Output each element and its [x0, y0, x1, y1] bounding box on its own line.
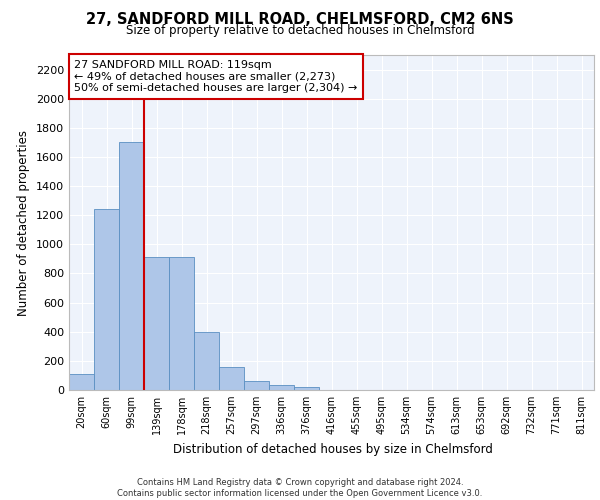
Bar — [169, 258, 194, 390]
Text: 27 SANDFORD MILL ROAD: 119sqm
← 49% of detached houses are smaller (2,273)
50% o: 27 SANDFORD MILL ROAD: 119sqm ← 49% of d… — [74, 60, 358, 93]
Bar — [194, 332, 219, 390]
Bar — [269, 385, 294, 390]
Bar — [219, 368, 244, 390]
Bar — [294, 387, 319, 390]
Bar — [94, 210, 119, 390]
Y-axis label: Number of detached properties: Number of detached properties — [17, 130, 31, 316]
Text: Distribution of detached houses by size in Chelmsford: Distribution of detached houses by size … — [173, 442, 493, 456]
Text: 27, SANDFORD MILL ROAD, CHELMSFORD, CM2 6NS: 27, SANDFORD MILL ROAD, CHELMSFORD, CM2 … — [86, 12, 514, 28]
Bar — [69, 374, 94, 390]
Bar — [244, 380, 269, 390]
Text: Size of property relative to detached houses in Chelmsford: Size of property relative to detached ho… — [125, 24, 475, 37]
Bar — [144, 258, 169, 390]
Text: Contains HM Land Registry data © Crown copyright and database right 2024.
Contai: Contains HM Land Registry data © Crown c… — [118, 478, 482, 498]
Bar — [119, 142, 144, 390]
